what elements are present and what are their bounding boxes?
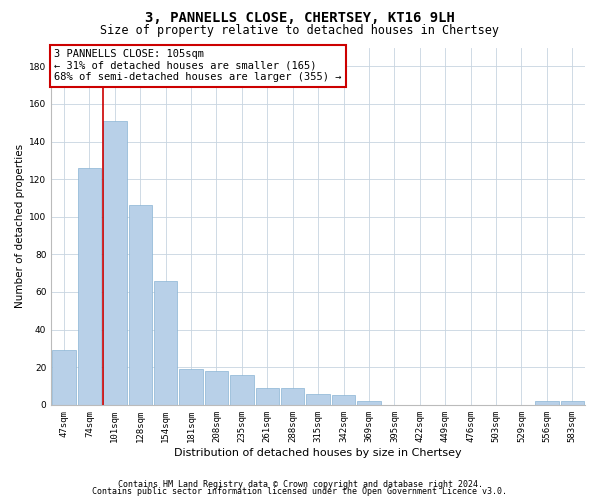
Y-axis label: Number of detached properties: Number of detached properties <box>15 144 25 308</box>
Text: Contains HM Land Registry data © Crown copyright and database right 2024.: Contains HM Land Registry data © Crown c… <box>118 480 482 489</box>
Bar <box>535 401 559 405</box>
Bar <box>205 371 228 405</box>
Bar <box>128 206 152 405</box>
Bar <box>179 369 203 405</box>
Bar <box>281 388 304 405</box>
Bar <box>256 388 279 405</box>
Text: 3 PANNELLS CLOSE: 105sqm
← 31% of detached houses are smaller (165)
68% of semi-: 3 PANNELLS CLOSE: 105sqm ← 31% of detach… <box>54 50 341 82</box>
Bar <box>332 396 355 405</box>
Bar <box>52 350 76 405</box>
Text: Size of property relative to detached houses in Chertsey: Size of property relative to detached ho… <box>101 24 499 37</box>
Bar <box>103 121 127 405</box>
Text: 3, PANNELLS CLOSE, CHERTSEY, KT16 9LH: 3, PANNELLS CLOSE, CHERTSEY, KT16 9LH <box>145 11 455 25</box>
Bar <box>230 374 254 405</box>
Bar <box>357 401 380 405</box>
X-axis label: Distribution of detached houses by size in Chertsey: Distribution of detached houses by size … <box>175 448 462 458</box>
Bar <box>154 280 178 405</box>
Bar <box>560 401 584 405</box>
Bar <box>78 168 101 405</box>
Text: Contains public sector information licensed under the Open Government Licence v3: Contains public sector information licen… <box>92 488 508 496</box>
Bar <box>307 394 330 405</box>
